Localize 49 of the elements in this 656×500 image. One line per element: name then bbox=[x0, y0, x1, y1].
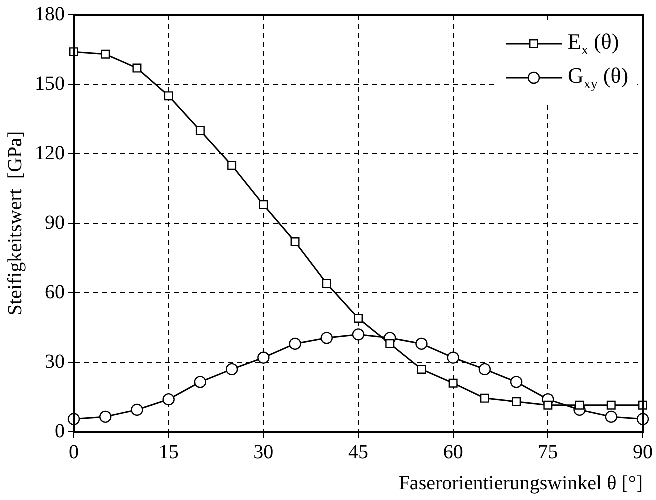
y-tick-label: 180 bbox=[35, 3, 65, 26]
point bbox=[194, 376, 207, 388]
x-tick-label: 75 bbox=[538, 441, 558, 464]
point bbox=[164, 92, 174, 101]
x-tick-label: 30 bbox=[254, 441, 274, 464]
point bbox=[258, 352, 270, 364]
point bbox=[352, 328, 365, 341]
point bbox=[480, 394, 490, 403]
legend-label: E$_{x}$ (θ) bbox=[568, 28, 620, 60]
point bbox=[605, 410, 618, 424]
point bbox=[226, 363, 238, 376]
y-axis-title: Steifigkeitswert [GPa] bbox=[4, 131, 26, 316]
point bbox=[416, 338, 428, 350]
point bbox=[196, 126, 205, 136]
point bbox=[417, 364, 426, 374]
point bbox=[228, 161, 237, 170]
point bbox=[606, 400, 616, 410]
y-tick-label: 60 bbox=[45, 281, 65, 304]
x-tick-label: 45 bbox=[348, 441, 368, 464]
point bbox=[132, 64, 142, 73]
point bbox=[447, 352, 460, 364]
y-tick-label: 30 bbox=[45, 350, 65, 373]
legend-label: G$_{xy}$ (θ) bbox=[568, 62, 629, 94]
point bbox=[290, 238, 300, 247]
point bbox=[575, 400, 584, 410]
point bbox=[544, 400, 553, 410]
point bbox=[259, 200, 268, 210]
point bbox=[100, 410, 112, 424]
point bbox=[512, 397, 522, 406]
x-tick-label: 90 bbox=[633, 441, 653, 464]
point bbox=[448, 378, 458, 388]
x-tick-label: 0 bbox=[69, 441, 79, 464]
point bbox=[131, 404, 144, 416]
point bbox=[478, 363, 492, 376]
y-tick-label: 120 bbox=[35, 142, 65, 164]
y-tick-label: 150 bbox=[35, 72, 65, 95]
point bbox=[320, 332, 333, 344]
x-tick-label: 60 bbox=[443, 441, 464, 464]
point bbox=[322, 279, 332, 288]
y-tick-label: 90 bbox=[45, 212, 65, 234]
x-tick-label: 15 bbox=[158, 441, 179, 464]
point bbox=[289, 338, 302, 350]
point bbox=[354, 314, 363, 323]
y-tick-label: 0 bbox=[55, 420, 65, 442]
point bbox=[386, 339, 395, 348]
x-axis-title: Faserorientierungswinkel θ [°] bbox=[398, 472, 643, 494]
point bbox=[510, 376, 523, 388]
point bbox=[101, 50, 110, 59]
point bbox=[162, 393, 175, 406]
